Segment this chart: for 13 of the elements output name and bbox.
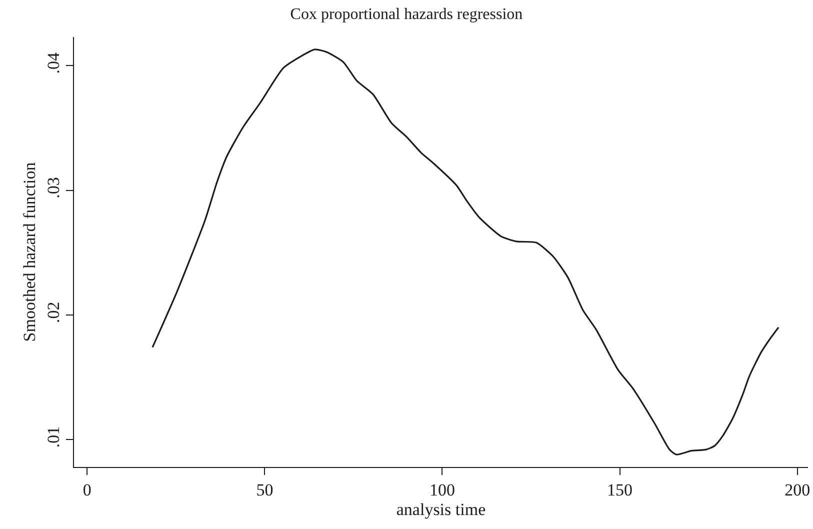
chart-title: Cox proportional hazards regression [290, 6, 523, 24]
x-tick-label: 200 [784, 480, 810, 500]
x-tick-label: 150 [607, 480, 633, 500]
x-tick-label: 50 [256, 480, 274, 500]
y-tick-label: .04 [44, 52, 64, 74]
x-tick-label: 0 [82, 480, 92, 500]
y-tick-label: .01 [44, 426, 64, 448]
x-tick-label: 100 [429, 480, 455, 500]
x-axis-title: analysis time [396, 500, 486, 519]
y-axis-title: Smoothed hazard function [20, 162, 39, 342]
y-tick-label: .03 [44, 177, 64, 198]
line-series [152, 48, 780, 456]
y-tick-label: .02 [44, 302, 64, 324]
